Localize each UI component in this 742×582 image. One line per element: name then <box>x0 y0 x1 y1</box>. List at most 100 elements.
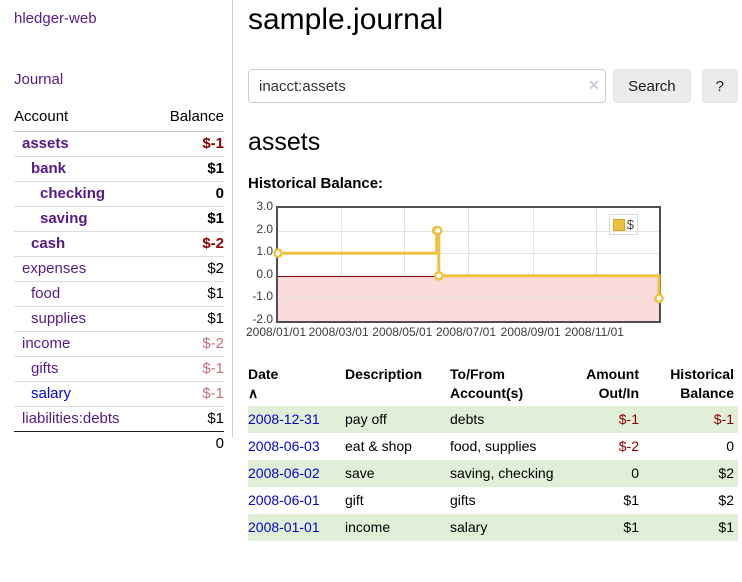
chart-y-tick-label: 0.0 <box>256 266 273 281</box>
sidebar-item-journal[interactable]: Journal <box>14 71 64 88</box>
search-input[interactable] <box>248 69 607 103</box>
chart-x-tick-label: 2008/05/01 <box>372 325 433 339</box>
register-accounts: debts <box>450 411 485 427</box>
data-point-marker[interactable] <box>433 271 444 281</box>
data-point-marker[interactable] <box>654 293 664 304</box>
register-description: gift <box>345 492 364 508</box>
app-brand-link[interactable]: hledger-web <box>14 10 97 27</box>
chart-hgridline <box>278 230 659 232</box>
account-link[interactable]: assets <box>22 135 69 152</box>
register-date-link[interactable]: 2008-06-02 <box>248 465 320 481</box>
account-row: saving $1 <box>14 206 224 232</box>
account-balance: $1 <box>152 206 224 232</box>
account-row: food $1 <box>14 281 224 307</box>
historical-balance-chart: $ 2008/01/01 2008/03/01 2008/05/01 2008/07/… <box>246 199 738 342</box>
chart-x-tick-label: 2008/11/01 <box>564 325 624 339</box>
account-row: supplies $1 <box>14 306 224 332</box>
chart-hgridline <box>278 298 659 300</box>
chart-vgridline <box>404 208 406 321</box>
account-row: expenses $2 <box>14 256 224 282</box>
account-balance: $-2 <box>152 231 224 257</box>
register-date-link[interactable]: 2008-12-31 <box>248 411 320 427</box>
register-amount: $1 <box>623 519 639 535</box>
account-row: checking 0 <box>14 181 224 207</box>
register-amount: $-1 <box>618 411 639 427</box>
clear-search-icon[interactable]: ✕ <box>588 77 600 93</box>
register-balance: $-1 <box>713 411 734 427</box>
chart-vgridline <box>468 208 469 321</box>
legend-swatch-icon <box>612 218 625 231</box>
account-link[interactable]: cash <box>31 235 66 252</box>
register-description: pay off <box>345 411 387 427</box>
account-link[interactable]: supplies <box>31 310 87 327</box>
register-row: 2008-06-03 eat & shop food, supplies $-2 0 <box>248 433 738 460</box>
register-row: 2008-01-01 income salary $1 $1 <box>248 514 738 541</box>
chart-plot-area[interactable]: $ <box>273 206 664 323</box>
chart-vgridline <box>340 208 342 321</box>
register-header-amount: Amount Out/In <box>586 366 639 401</box>
account-balance: $-1 <box>152 356 224 382</box>
chart-y-tick-label: -1.0 <box>252 289 273 304</box>
account-title: assets <box>248 128 321 156</box>
account-link[interactable]: income <box>22 335 71 352</box>
account-balance: $-2 <box>152 331 224 357</box>
account-balance: $2 <box>152 256 224 282</box>
account-link[interactable]: food <box>31 285 61 302</box>
register-row: 2008-12-31 pay off debts $-1 $-1 <box>248 406 738 433</box>
search-button[interactable]: Search <box>613 69 691 103</box>
account-row: income $-2 <box>14 331 224 357</box>
account-link[interactable]: gifts <box>31 360 59 377</box>
register-header-historical: Historical Balance <box>670 366 734 401</box>
account-row: assets $-1 <box>14 132 224 157</box>
accounts-header-balance: Balance <box>152 104 224 132</box>
search-form: ✕ Search ? <box>248 69 738 103</box>
register-balance: $2 <box>718 465 734 481</box>
chart-y-tick-label: 1.0 <box>256 244 273 259</box>
account-balance: $1 <box>152 406 224 432</box>
account-link[interactable]: bank <box>31 160 67 177</box>
register-accounts: food, supplies <box>450 438 537 454</box>
register-date-link[interactable]: 2008-06-01 <box>248 492 320 508</box>
account-row: salary $-1 <box>14 381 224 407</box>
account-link[interactable]: checking <box>40 185 106 202</box>
register-accounts: gifts <box>450 492 476 508</box>
account-balance: $-1 <box>152 381 224 407</box>
register-description: eat & shop <box>345 438 412 454</box>
account-row: liabilities:debts $1 <box>14 406 224 432</box>
chart-x-tick-label: 2008/07/01 <box>435 325 497 339</box>
account-balance: $-1 <box>202 135 224 152</box>
register-accounts: saving, checking <box>450 465 554 481</box>
register-header-date[interactable]: Date ∧ <box>248 362 345 406</box>
account-link[interactable]: saving <box>40 210 88 227</box>
account-row: cash $-2 <box>14 231 224 257</box>
register-balance: $2 <box>718 492 734 508</box>
register-date-link[interactable]: 2008-01-01 <box>248 519 320 535</box>
balance-series-line <box>273 225 664 304</box>
accounts-table: Account Balance assets $-1 bank $1 checking 0… <box>14 104 224 456</box>
page-title: sample.journal <box>248 3 444 36</box>
account-balance: $1 <box>152 281 224 307</box>
account-balance: $1 <box>152 156 224 182</box>
accounts-total-value: 0 <box>152 431 224 456</box>
register-date-link[interactable]: 2008-06-03 <box>248 438 320 454</box>
chart-vgridline <box>596 208 598 321</box>
data-point-marker[interactable] <box>273 248 283 259</box>
register-row: 2008-06-02 save saving, checking 0 $2 <box>248 460 738 487</box>
register-row: 2008-06-01 gift gifts $1 $2 <box>248 487 738 514</box>
register-amount: $-2 <box>618 438 639 454</box>
register-balance: 0 <box>726 438 734 454</box>
account-link[interactable]: liabilities:debts <box>22 410 120 427</box>
register-description: save <box>345 465 375 481</box>
accounts-total-row: 0 <box>14 431 224 456</box>
chart-legend: $ <box>608 214 638 235</box>
help-button[interactable]: ? <box>701 69 738 103</box>
register-table: Date ∧ Description To/From Account(s) Amount… <box>248 362 738 541</box>
data-point-marker[interactable] <box>432 225 443 236</box>
account-link[interactable]: expenses <box>22 260 87 277</box>
chart-x-tick-label: 2008/09/01 <box>500 325 561 339</box>
chart-y-tick-label: 3.0 <box>256 199 273 213</box>
account-balance: $1 <box>152 306 224 332</box>
chart-y-tick-label: -2.0 <box>252 312 273 326</box>
account-link[interactable]: salary <box>31 385 72 402</box>
chart-hgridline <box>278 253 659 255</box>
